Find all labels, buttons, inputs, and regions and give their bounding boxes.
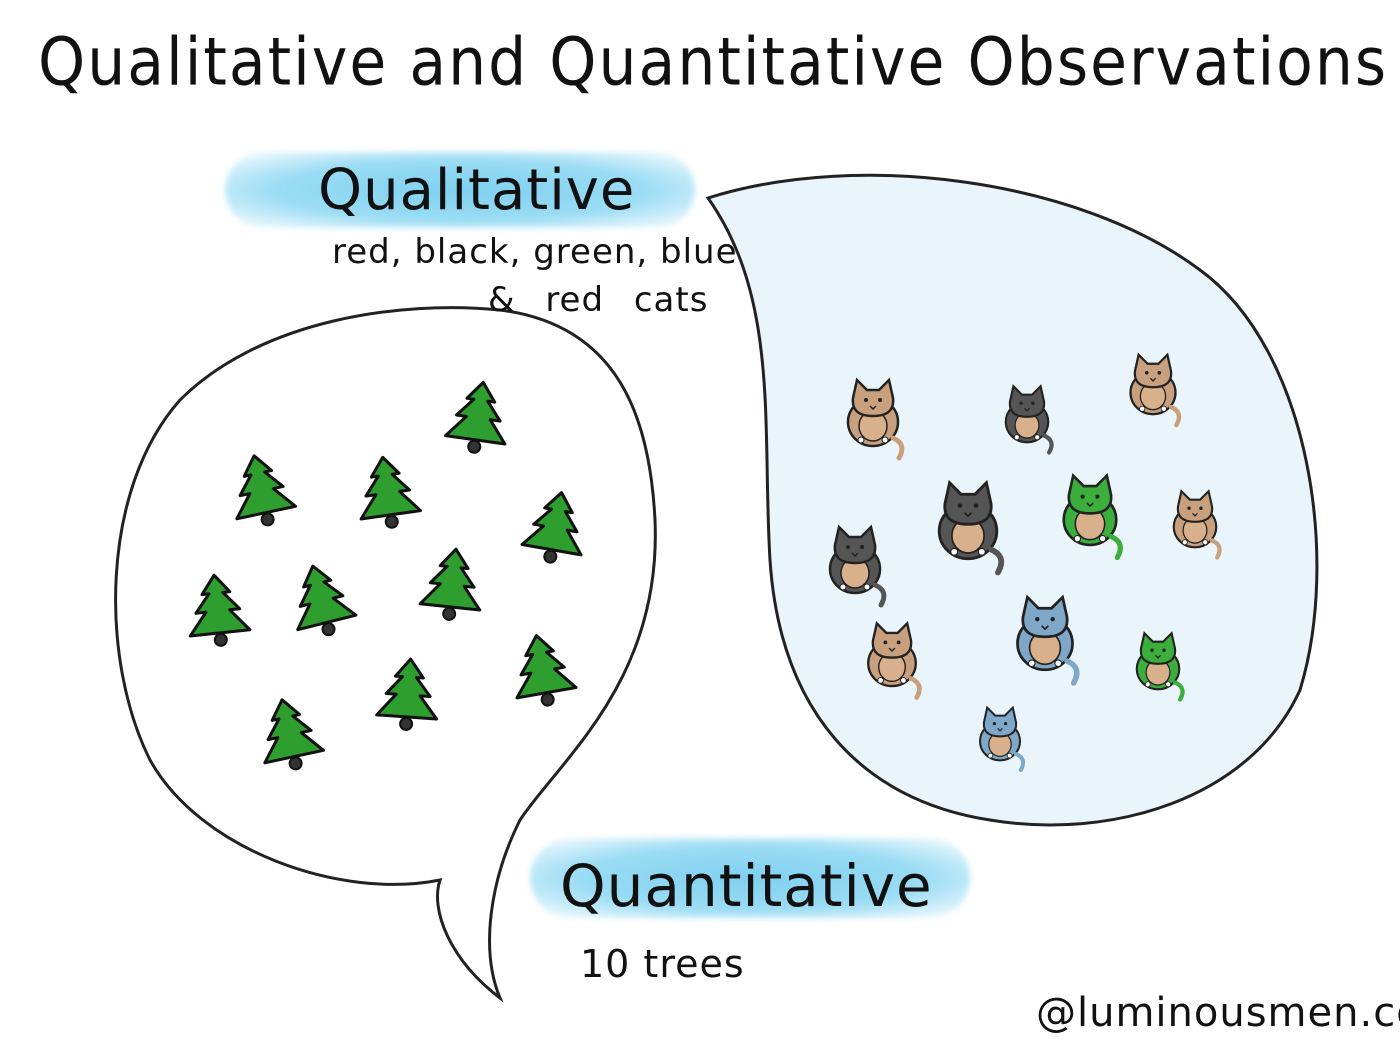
quantitative-heading: Quantitative	[560, 852, 933, 920]
watermark: @luminousmen.com	[1036, 990, 1400, 1036]
qualitative-highlight	[225, 152, 695, 228]
qualitative-heading: Qualitative	[318, 158, 636, 223]
quantitative-description: 10 trees	[580, 942, 745, 986]
page-title: Qualitative and Quantitative Observation…	[38, 24, 1389, 101]
qualitative-description-line2: & red cats	[488, 280, 709, 320]
qualitative-description-line1: red, black, green, blue	[332, 232, 738, 272]
quantitative-highlight	[530, 838, 970, 918]
